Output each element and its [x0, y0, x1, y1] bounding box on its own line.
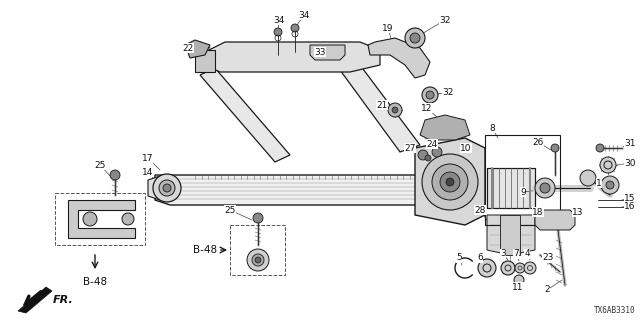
Text: 23: 23 [542, 253, 554, 262]
Polygon shape [368, 38, 430, 78]
Circle shape [252, 254, 264, 266]
Polygon shape [68, 200, 135, 238]
Polygon shape [500, 215, 520, 255]
Circle shape [580, 170, 596, 186]
Text: B-48: B-48 [83, 277, 107, 287]
Text: 16: 16 [624, 202, 636, 211]
Circle shape [601, 176, 619, 194]
Text: 9: 9 [520, 188, 526, 196]
Text: 14: 14 [142, 167, 154, 177]
Text: B-48: B-48 [193, 245, 217, 255]
Text: 8: 8 [489, 124, 495, 132]
Text: 3: 3 [500, 250, 506, 259]
Text: 31: 31 [624, 139, 636, 148]
Circle shape [255, 257, 261, 263]
Text: 6: 6 [477, 253, 483, 262]
Text: 4: 4 [524, 250, 530, 259]
Text: 10: 10 [460, 143, 472, 153]
Text: 11: 11 [512, 283, 524, 292]
Circle shape [440, 172, 460, 192]
Circle shape [540, 183, 550, 193]
Text: 27: 27 [404, 143, 416, 153]
Circle shape [405, 28, 425, 48]
Polygon shape [195, 50, 215, 72]
Circle shape [596, 144, 604, 152]
Circle shape [426, 91, 434, 99]
Circle shape [110, 170, 120, 180]
Text: 12: 12 [421, 103, 433, 113]
Polygon shape [535, 210, 575, 230]
Polygon shape [487, 215, 535, 255]
Text: 25: 25 [94, 161, 106, 170]
Circle shape [163, 184, 171, 192]
Polygon shape [415, 138, 485, 225]
Polygon shape [18, 287, 52, 313]
Circle shape [392, 107, 398, 113]
Circle shape [515, 263, 525, 273]
Bar [485, 135, 560, 225]
Bar [55, 193, 145, 245]
Circle shape [425, 155, 431, 161]
Circle shape [535, 178, 555, 198]
Text: 30: 30 [624, 158, 636, 167]
Polygon shape [340, 65, 420, 152]
Text: 34: 34 [273, 15, 285, 25]
Circle shape [606, 181, 614, 189]
Text: 34: 34 [298, 11, 310, 20]
Circle shape [422, 154, 478, 210]
Circle shape [600, 157, 616, 173]
Text: 18: 18 [532, 207, 544, 217]
Circle shape [551, 144, 559, 152]
Polygon shape [155, 175, 435, 205]
Circle shape [159, 180, 175, 196]
Text: 22: 22 [182, 44, 194, 52]
Bar [487, 168, 535, 208]
Text: 17: 17 [142, 154, 154, 163]
Text: TX6AB3310: TX6AB3310 [593, 306, 635, 315]
Circle shape [83, 212, 97, 226]
Text: 7: 7 [513, 250, 519, 259]
Circle shape [478, 259, 496, 277]
Text: 15: 15 [624, 194, 636, 203]
Circle shape [253, 213, 263, 223]
Polygon shape [420, 115, 470, 140]
Polygon shape [205, 42, 380, 72]
Text: 19: 19 [382, 23, 394, 33]
Polygon shape [148, 176, 160, 200]
Text: 32: 32 [442, 87, 454, 97]
Text: 13: 13 [572, 207, 584, 217]
Circle shape [410, 33, 420, 43]
Text: 21: 21 [376, 100, 388, 109]
Polygon shape [310, 45, 345, 60]
Text: 24: 24 [426, 140, 438, 148]
Circle shape [247, 249, 269, 271]
Bar [230, 225, 285, 275]
Circle shape [153, 174, 181, 202]
Text: 1: 1 [596, 179, 602, 188]
Circle shape [422, 87, 438, 103]
Text: FR.: FR. [53, 295, 74, 305]
Circle shape [418, 150, 428, 160]
Circle shape [514, 275, 524, 285]
Text: 5: 5 [456, 253, 462, 262]
Circle shape [446, 178, 454, 186]
Text: 25: 25 [224, 205, 236, 214]
Circle shape [432, 164, 468, 200]
Circle shape [122, 213, 134, 225]
Circle shape [501, 261, 515, 275]
Polygon shape [200, 68, 290, 162]
Text: 28: 28 [474, 205, 486, 214]
Text: 32: 32 [439, 15, 451, 25]
Circle shape [274, 28, 282, 36]
Text: 2: 2 [544, 285, 550, 294]
Polygon shape [185, 40, 210, 58]
Circle shape [432, 147, 442, 157]
Circle shape [388, 103, 402, 117]
Circle shape [524, 262, 536, 274]
Text: 33: 33 [314, 47, 326, 57]
Circle shape [291, 24, 299, 32]
Text: 26: 26 [532, 138, 544, 147]
